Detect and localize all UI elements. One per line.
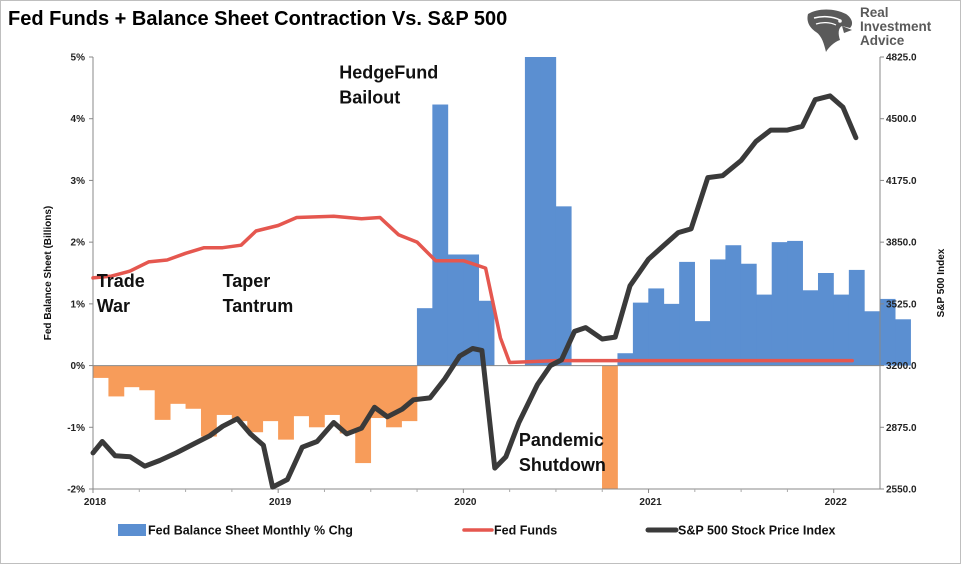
bar xyxy=(139,365,156,391)
left-tick-label: 5% xyxy=(71,53,86,64)
legend: Fed Balance Sheet Monthly % Chg Fed Funds… xyxy=(118,524,836,538)
annotation-line: Trade xyxy=(97,271,145,291)
bar-series-group xyxy=(93,57,911,489)
logo-line-3: Advice xyxy=(860,33,905,48)
right-tick-label: 3200.0 xyxy=(886,361,917,372)
line-series-group xyxy=(90,93,859,490)
bar xyxy=(787,240,803,366)
right-axis-title: S&P 500 Index xyxy=(936,248,947,317)
fed-funds-line xyxy=(91,214,854,365)
bar xyxy=(524,57,541,366)
axes-group: -2% -1% 0% 1% 2% 3% 4% 5% 2550.0 2875.0 3200.0 3525… xyxy=(43,53,947,509)
x-tick-label: 2019 xyxy=(269,497,292,508)
left-tick-label: 2% xyxy=(71,238,86,249)
bar xyxy=(200,365,217,437)
legend-swatch-bar xyxy=(118,524,146,536)
legend-label: S&P 500 Stock Price Index xyxy=(678,524,836,538)
bar xyxy=(632,302,649,366)
bar xyxy=(432,104,449,366)
annotation: Pandemic Shutdown xyxy=(519,430,606,475)
left-tick-label: 4% xyxy=(71,114,86,125)
eagle-head-icon xyxy=(807,9,853,52)
sp500-line xyxy=(90,93,859,490)
bar xyxy=(339,365,356,434)
bar xyxy=(123,365,140,388)
bar xyxy=(602,365,618,489)
bar xyxy=(679,261,695,366)
annotation-line: HedgeFund xyxy=(339,63,438,83)
x-tick-label: 2021 xyxy=(639,497,662,508)
x-tick-label: 2020 xyxy=(454,497,477,508)
left-tick-label: -2% xyxy=(67,485,85,496)
logo-line-2: Investment xyxy=(860,19,932,34)
bar xyxy=(895,319,911,366)
annotation-line: Tantrum xyxy=(223,296,294,316)
legend-label: Fed Balance Sheet Monthly % Chg xyxy=(148,524,353,538)
bar xyxy=(247,365,264,433)
annotation-line: Pandemic xyxy=(519,430,604,450)
bar xyxy=(416,308,433,366)
bar xyxy=(864,311,881,366)
logo-text: Real Investment Advice xyxy=(860,6,931,48)
brand-logo: Real Investment Advice xyxy=(804,6,954,56)
bar xyxy=(540,57,557,366)
bar xyxy=(231,365,248,422)
bar xyxy=(308,365,325,428)
bar xyxy=(355,365,372,464)
left-tick-label: 1% xyxy=(71,299,86,310)
bar xyxy=(817,273,834,366)
left-tick-label: 0% xyxy=(71,361,86,372)
annotations-group: Trade War Taper Tantrum HedgeFund Bailout Pand… xyxy=(97,63,606,475)
bar xyxy=(694,321,711,366)
x-tick-label: 2018 xyxy=(84,497,107,508)
left-axis-title: Fed Balance Sheet (Billions) xyxy=(43,206,54,340)
left-tick-label: -1% xyxy=(67,423,85,434)
right-tick-label: 4825.0 xyxy=(886,53,917,64)
right-tick-label: 4500.0 xyxy=(886,114,917,125)
bar xyxy=(802,290,819,366)
bar xyxy=(771,242,788,366)
x-tick-label: 2022 xyxy=(825,497,848,508)
annotation-line: War xyxy=(97,296,130,316)
bar xyxy=(93,365,109,378)
bar xyxy=(324,365,341,415)
annotation: HedgeFund Bailout xyxy=(339,63,438,108)
bar xyxy=(879,298,896,366)
right-tick-label: 2550.0 xyxy=(886,485,917,496)
bar xyxy=(555,206,572,366)
bar xyxy=(725,245,742,366)
right-tick-label: 2875.0 xyxy=(886,423,917,434)
bar xyxy=(648,288,665,366)
chart-title: Fed Funds + Balance Sheet Contraction Vs… xyxy=(8,8,508,30)
right-tick-label: 4175.0 xyxy=(886,176,917,187)
bar xyxy=(740,263,757,366)
bar xyxy=(833,294,850,366)
bar xyxy=(401,365,418,422)
right-tick-label: 3850.0 xyxy=(886,238,917,249)
bar xyxy=(278,365,294,440)
legend-label: Fed Funds xyxy=(494,524,557,538)
annotation-line: Bailout xyxy=(339,88,400,108)
bar xyxy=(663,303,680,366)
bar xyxy=(108,365,125,397)
bar xyxy=(170,365,186,404)
annotation-line: Taper xyxy=(223,271,271,291)
bar xyxy=(216,365,233,415)
left-tick-label: 3% xyxy=(71,176,86,187)
bar xyxy=(463,254,480,366)
annotation: Taper Tantrum xyxy=(223,271,294,316)
bar xyxy=(185,365,202,409)
bar xyxy=(756,294,773,366)
annotation-line: Shutdown xyxy=(519,455,606,475)
annotation: Trade War xyxy=(97,271,145,316)
logo-line-1: Real xyxy=(860,5,889,20)
bar xyxy=(262,365,279,422)
bar xyxy=(154,365,171,420)
bar xyxy=(710,259,726,366)
right-tick-label: 3525.0 xyxy=(886,299,917,310)
bar xyxy=(848,269,865,366)
bar xyxy=(447,254,464,366)
bar xyxy=(293,365,310,417)
